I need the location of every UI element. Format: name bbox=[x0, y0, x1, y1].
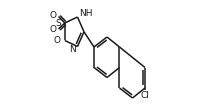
Text: O: O bbox=[49, 11, 56, 20]
Text: Cl: Cl bbox=[141, 91, 149, 100]
Text: NH: NH bbox=[79, 9, 93, 18]
Text: S: S bbox=[55, 18, 61, 28]
Text: O: O bbox=[49, 26, 56, 35]
Text: N: N bbox=[69, 45, 76, 54]
Text: O: O bbox=[54, 36, 61, 45]
